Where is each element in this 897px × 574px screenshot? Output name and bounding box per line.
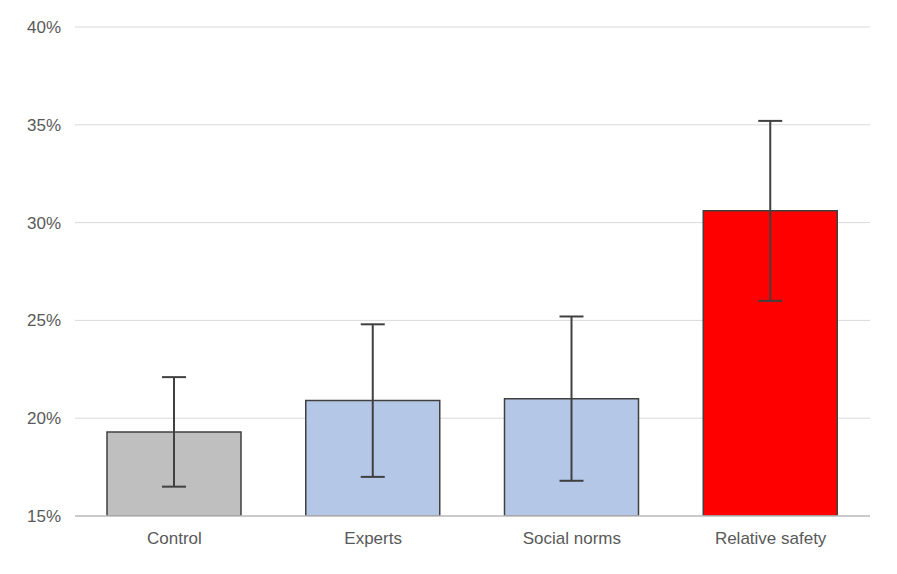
svg-text:Social norms: Social norms — [523, 529, 621, 548]
svg-text:20%: 20% — [27, 409, 61, 428]
svg-text:30%: 30% — [27, 214, 61, 233]
svg-text:Control: Control — [147, 529, 202, 548]
svg-text:35%: 35% — [27, 116, 61, 135]
svg-text:15%: 15% — [27, 507, 61, 526]
svg-text:40%: 40% — [27, 18, 61, 37]
svg-text:Experts: Experts — [344, 529, 402, 548]
svg-text:25%: 25% — [27, 311, 61, 330]
svg-text:Relative safety: Relative safety — [715, 529, 827, 548]
